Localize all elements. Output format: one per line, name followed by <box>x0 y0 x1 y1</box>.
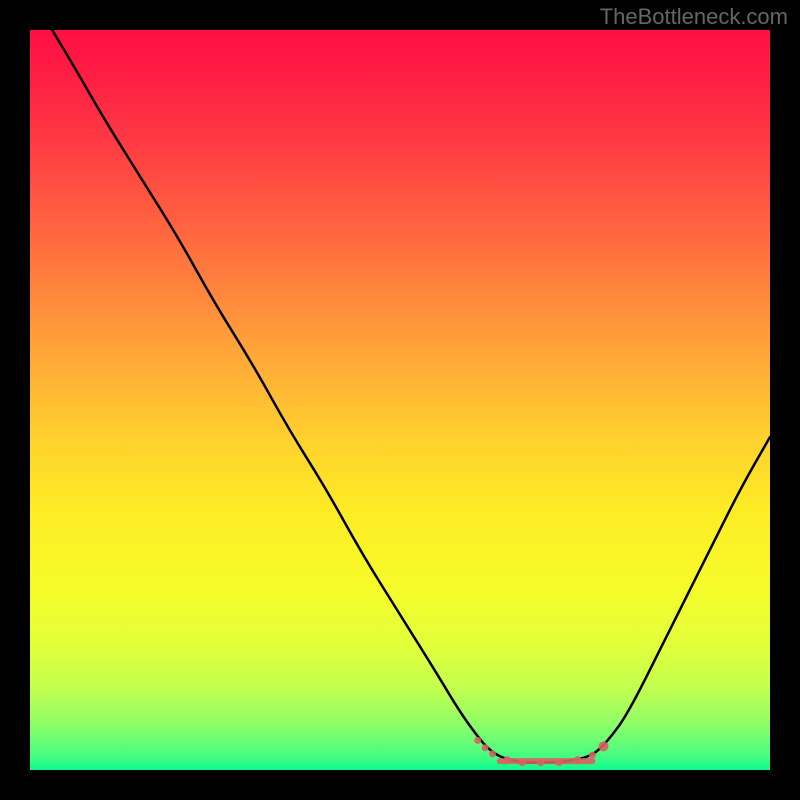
chart-background <box>30 30 770 770</box>
chart-plot-area <box>30 30 770 770</box>
bottleneck-curve-chart <box>30 30 770 770</box>
watermark-text: TheBottleneck.com <box>600 4 788 30</box>
